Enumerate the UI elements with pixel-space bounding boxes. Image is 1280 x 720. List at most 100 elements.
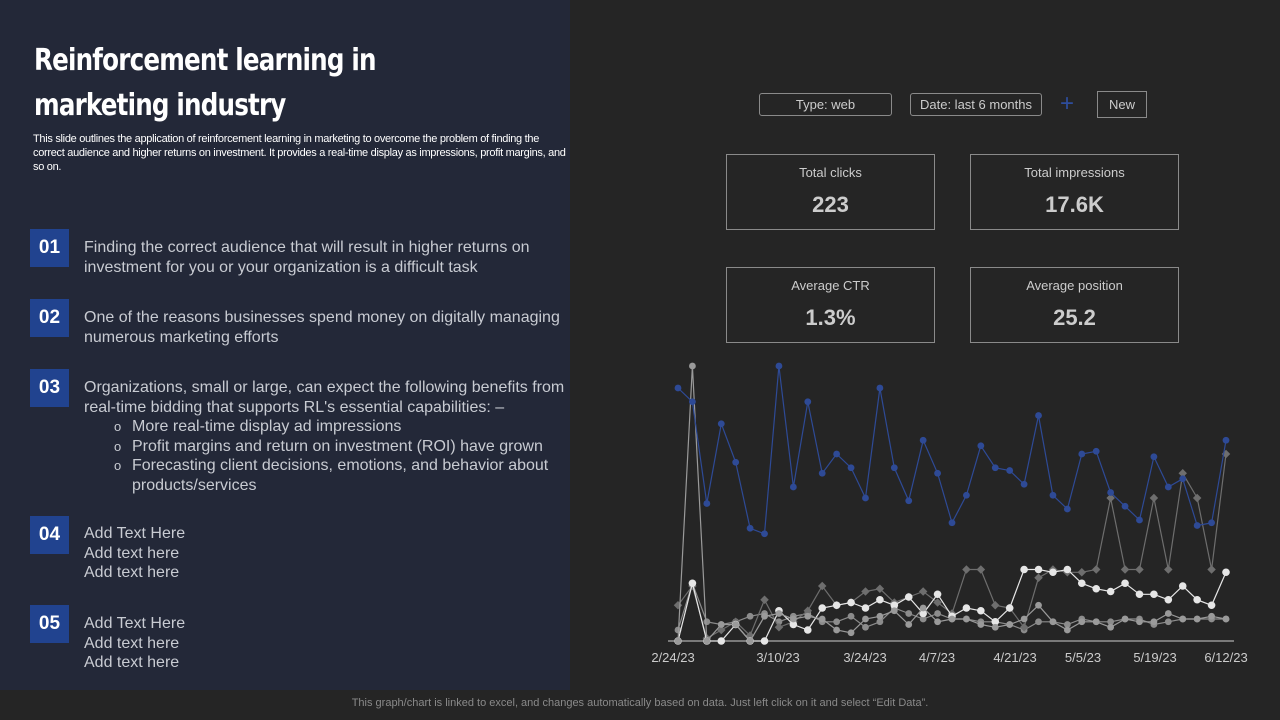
data-point [1193, 595, 1201, 604]
data-point [1164, 483, 1172, 491]
data-point [1179, 475, 1187, 483]
data-point [1135, 590, 1144, 599]
data-point [1034, 565, 1043, 574]
card-value: 25.2 [1053, 305, 1096, 330]
data-point [1049, 491, 1057, 499]
data-point [876, 612, 884, 620]
data-point [963, 491, 970, 499]
item-number: 01 [30, 229, 69, 267]
data-point [1136, 618, 1143, 626]
item-number: 02 [30, 299, 69, 337]
data-point [717, 625, 726, 635]
data-point [1035, 601, 1042, 609]
data-point [804, 398, 812, 406]
data-point [919, 615, 927, 623]
data-point [1078, 618, 1086, 626]
data-point [1107, 489, 1115, 496]
data-point [1164, 595, 1173, 604]
item-text: One of the reasons businesses spend mone… [84, 309, 560, 346]
data-point [833, 450, 841, 458]
data-point [804, 612, 812, 620]
data-point [948, 615, 956, 623]
data-point [905, 621, 913, 628]
data-point [1121, 615, 1129, 623]
card-label: Total clicks [799, 165, 862, 180]
item-line: Add Text Here [84, 615, 186, 632]
data-point [991, 601, 1000, 610]
data-point [991, 464, 999, 472]
data-point [1077, 568, 1087, 577]
x-tick-label: 2/24/23 [651, 650, 695, 665]
data-point [818, 615, 826, 623]
footer-note: This graph/chart is linked to excel, and… [351, 697, 929, 709]
data-point [1092, 584, 1101, 593]
data-point [1020, 615, 1028, 623]
data-point [761, 530, 768, 538]
data-point [1107, 623, 1115, 631]
data-point [991, 617, 1000, 626]
data-point [1192, 493, 1202, 503]
data-point [732, 621, 740, 628]
data-point [1207, 565, 1216, 574]
data-point [1005, 604, 1014, 612]
item-text-block: Add Text Here Add text here Add text her… [84, 524, 574, 583]
data-point [876, 384, 884, 392]
item-text-block: Add Text Here Add text here Add text her… [84, 614, 574, 673]
data-point [876, 618, 884, 626]
x-tick-label: 6/12/23 [1204, 650, 1248, 665]
data-point [890, 601, 899, 610]
data-point [1208, 519, 1215, 527]
new-button[interactable]: New [1097, 91, 1147, 118]
data-point [862, 615, 869, 623]
data-point [703, 500, 711, 507]
add-filter-icon[interactable]: + [1060, 90, 1075, 117]
data-point [717, 621, 725, 628]
data-point [688, 579, 697, 588]
data-point [1222, 436, 1230, 444]
data-point [760, 637, 769, 645]
data-point [1120, 565, 1130, 574]
data-point [1049, 618, 1057, 626]
data-point [1063, 626, 1071, 634]
data-point [803, 606, 813, 615]
data-point [1091, 565, 1101, 574]
type-filter[interactable]: Type: web [759, 93, 892, 116]
data-point [1150, 618, 1158, 626]
card-value: 17.6K [1045, 192, 1104, 217]
item-line: Add Text Here [84, 525, 186, 542]
item-text: Organizations, small or large, can expec… [84, 379, 565, 416]
data-point [803, 626, 812, 634]
data-point [919, 609, 927, 618]
data-point [789, 620, 798, 629]
data-point [1222, 615, 1230, 623]
card-label: Average position [1026, 278, 1123, 293]
data-point [832, 601, 841, 610]
date-filter[interactable]: Date: last 6 months [910, 93, 1042, 116]
data-point [1150, 590, 1158, 599]
data-point [746, 524, 754, 532]
data-point [1135, 565, 1144, 574]
data-point [1164, 565, 1173, 574]
data-point [1035, 412, 1042, 419]
item-line: Add text here [84, 634, 180, 652]
item-line: Add text here [84, 654, 180, 671]
data-point [1092, 618, 1100, 626]
data-point [1136, 516, 1143, 524]
data-point [1034, 573, 1043, 582]
data-point [847, 598, 855, 607]
data-point [1193, 522, 1201, 529]
data-point [818, 469, 826, 477]
data-point [1063, 565, 1072, 574]
x-tick-label: 4/21/23 [993, 650, 1037, 665]
data-point [1179, 615, 1187, 623]
item-number: 05 [30, 605, 69, 643]
data-point [977, 621, 985, 628]
data-point [1178, 582, 1187, 590]
data-point [817, 581, 827, 591]
data-point [775, 362, 783, 370]
left-panel: Reinforcement learning in marketing indu… [0, 0, 570, 690]
average-position-card: Average position 25.2 [970, 267, 1179, 343]
item-line: Add text here [84, 564, 180, 581]
series-line [677, 365, 1227, 535]
